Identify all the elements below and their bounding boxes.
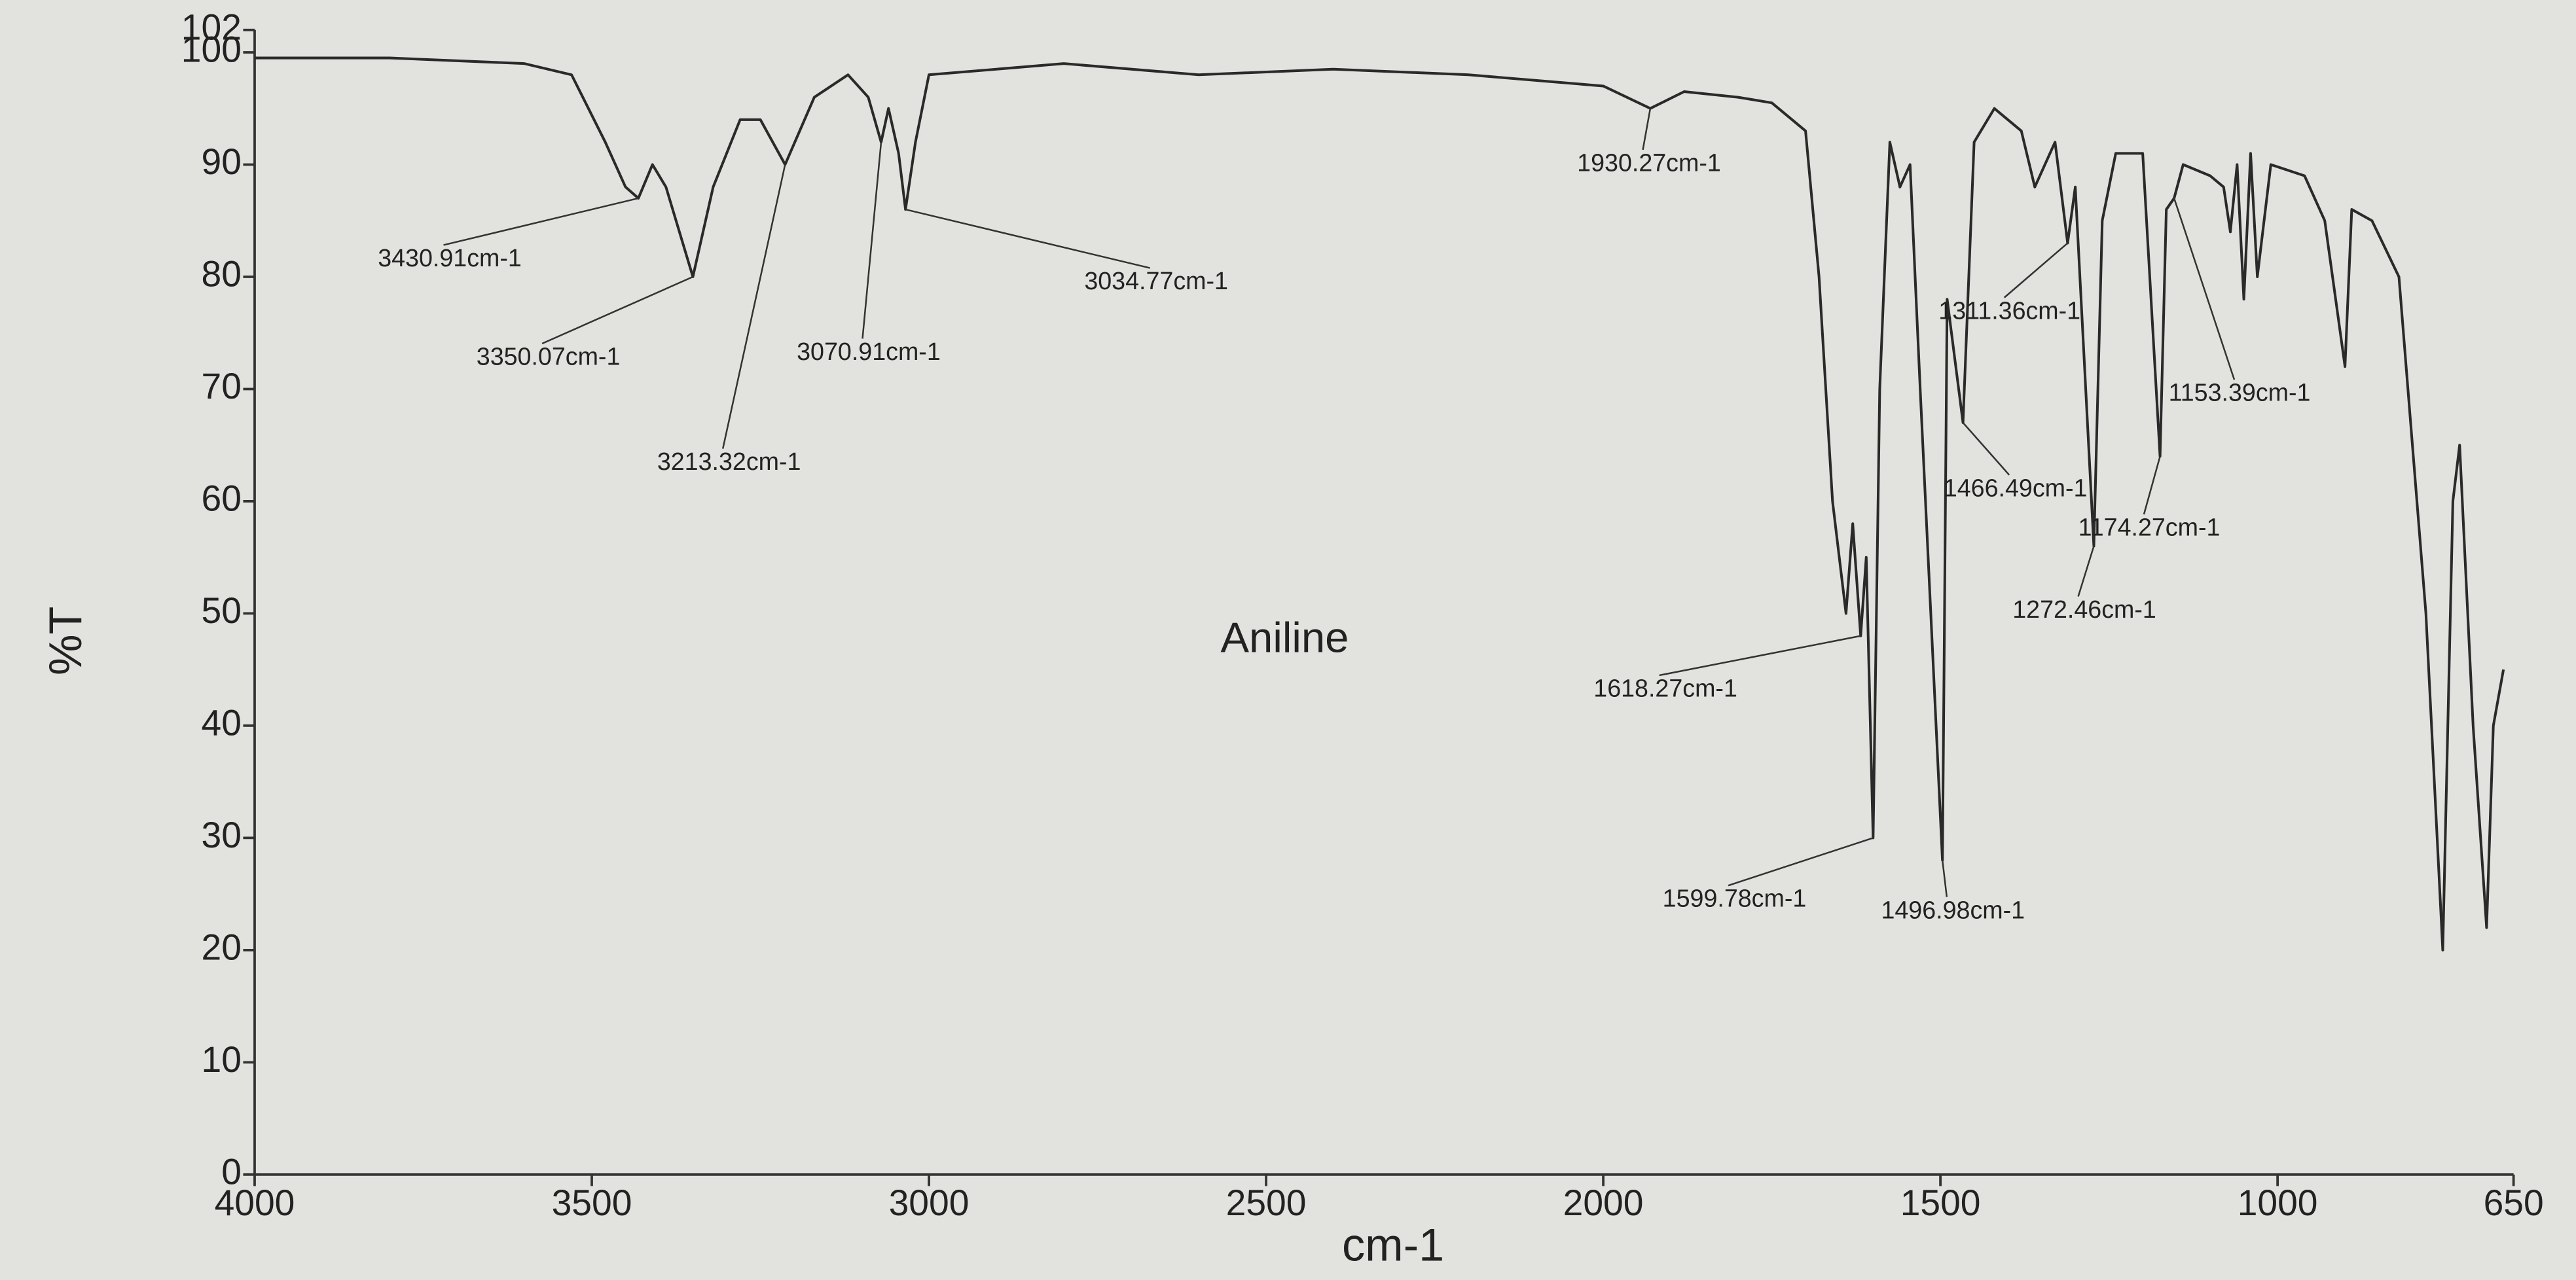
- peak-leader: [1728, 837, 1874, 887]
- peak-label: 1311.36cm-1: [1938, 296, 2080, 324]
- peak-leader: [721, 164, 786, 449]
- peak-label: 3070.91cm-1: [797, 338, 941, 365]
- peak-label: 1153.39cm-1: [2169, 379, 2311, 406]
- peak-leader: [2003, 242, 2069, 298]
- x-tick-label: 3000: [889, 1182, 970, 1223]
- chart-title: Aniline: [1221, 613, 1349, 661]
- peak-label: 3430.91cm-1: [378, 244, 522, 272]
- x-axis-label: cm-1: [1342, 1218, 1444, 1270]
- x-tick-label: 650: [2484, 1182, 2544, 1223]
- peak-label: 3350.07cm-1: [477, 343, 621, 370]
- x-tick-label: 1500: [1900, 1182, 1981, 1223]
- peak-leader: [541, 276, 693, 345]
- y-tick-label: 90: [202, 141, 242, 182]
- y-tick-label: 80: [202, 254, 242, 294]
- peak-leader: [2077, 546, 2095, 597]
- peak-leader: [1962, 422, 2010, 476]
- x-tick-label: 2000: [1563, 1182, 1644, 1223]
- peak-leader: [1941, 860, 1948, 897]
- peak-label: 3034.77cm-1: [1084, 267, 1228, 294]
- y-tick-label: 100: [181, 29, 242, 70]
- peak-label: 1618.27cm-1: [1593, 674, 1737, 702]
- peak-leader: [2173, 198, 2236, 380]
- peak-label: 1272.46cm-1: [2012, 596, 2156, 623]
- x-tick-label: 3500: [552, 1182, 632, 1223]
- y-tick-label: 102: [181, 7, 242, 47]
- y-tick-label: 30: [202, 815, 242, 855]
- y-tick-label: 60: [202, 478, 242, 519]
- peak-label: 1599.78cm-1: [1663, 885, 1807, 912]
- peak-label: 3213.32cm-1: [657, 448, 801, 475]
- y-tick-label: 40: [202, 702, 242, 743]
- peak-leader: [2143, 456, 2161, 515]
- x-tick-label: 2500: [1226, 1182, 1307, 1223]
- peak-leader: [862, 142, 882, 339]
- peak-label: 1466.49cm-1: [1944, 474, 2088, 501]
- y-tick-label: 0: [221, 1151, 242, 1192]
- peak-leader: [1642, 108, 1652, 151]
- y-tick-label: 10: [202, 1039, 242, 1080]
- y-axis-label: %T: [39, 607, 91, 675]
- spectrum-line: [254, 56, 2505, 951]
- x-tick-label: 4000: [215, 1182, 295, 1223]
- peak-label: 1174.27cm-1: [2078, 514, 2221, 541]
- peak-leader: [1659, 635, 1861, 677]
- peak-leader: [905, 208, 1150, 269]
- x-tick-label: 1000: [2238, 1182, 2318, 1223]
- peak-leader: [443, 197, 639, 246]
- peak-label: 1496.98cm-1: [1881, 896, 2025, 923]
- y-tick-label: 70: [202, 366, 242, 406]
- y-tick-label: 50: [202, 590, 242, 631]
- y-tick-label: 20: [202, 927, 242, 967]
- peak-label: 1930.27cm-1: [1577, 149, 1721, 176]
